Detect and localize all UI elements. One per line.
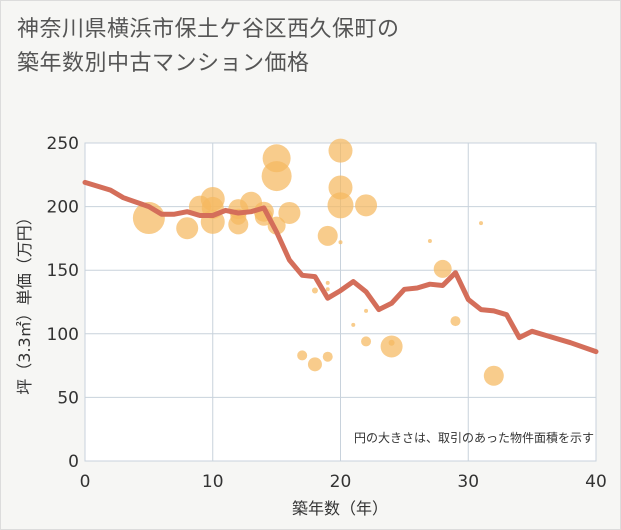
bubble [325, 287, 330, 292]
y-tick-label: 150 [47, 261, 79, 281]
ticks: 0 50 100 150 200 250 0 10 20 30 40 [47, 134, 607, 492]
x-tick-label: 10 [202, 472, 224, 492]
chart-title: 神奈川県横浜市保土ケ谷区西久保町の 築年数別中古マンション価格 [17, 13, 400, 81]
bubble [176, 217, 199, 240]
bubble [322, 351, 333, 362]
bubble [327, 192, 354, 219]
bubbles [132, 138, 504, 386]
y-tick-label: 100 [47, 325, 79, 345]
bubble [317, 225, 338, 246]
x-tick-label: 0 [80, 472, 91, 492]
bubble-size-note: 円の大きさは、取引のあった物件面積を示す [354, 430, 594, 445]
bubble [450, 316, 461, 327]
y-tick-label: 250 [47, 134, 79, 154]
bubble [278, 201, 301, 224]
bubble [361, 336, 372, 347]
bubble [433, 259, 452, 278]
average-price-line [82, 179, 599, 355]
bubble [427, 238, 432, 243]
x-axis-label: 築年数（年） [292, 499, 388, 518]
y-tick-label: 0 [68, 452, 79, 472]
bubble [328, 138, 353, 163]
bubble [261, 161, 292, 192]
bubble [325, 280, 330, 285]
bubble [479, 221, 484, 226]
y-tick-label: 50 [57, 388, 79, 408]
y-tick-label: 200 [47, 198, 79, 218]
x-tick-label: 40 [585, 472, 607, 492]
x-tick-label: 30 [457, 472, 479, 492]
bubble [388, 339, 395, 346]
bubble [483, 365, 504, 386]
bubble [351, 322, 356, 327]
chart-title-line2: 築年数別中古マンション価格 [17, 51, 310, 76]
chart-title-line1: 神奈川県横浜市保土ケ谷区西久保町の [17, 17, 400, 42]
bubble [380, 335, 403, 358]
x-tick-label: 20 [330, 472, 352, 492]
bubble [297, 350, 308, 361]
bubble [328, 175, 353, 200]
bubble [355, 194, 378, 217]
bubble [338, 240, 343, 245]
bubble [311, 287, 318, 294]
y-axis-label: 坪（3.3㎡）単価（万円） [15, 209, 34, 394]
bubble [364, 308, 369, 313]
bubble [307, 357, 322, 372]
